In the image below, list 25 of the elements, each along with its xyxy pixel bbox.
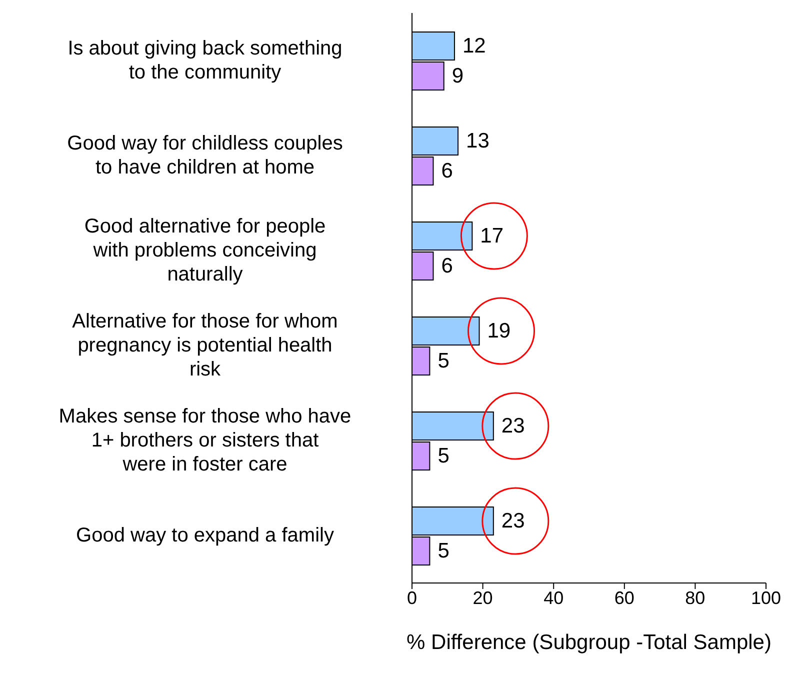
- data-label: 5: [438, 350, 450, 372]
- data-label: 23: [501, 510, 525, 532]
- y-tick-label: Good way to expand a family: [76, 524, 334, 546]
- data-label: 23: [501, 414, 525, 438]
- data-label: 13: [466, 130, 490, 152]
- x-axis-title: % Difference (Subgroup -Total Sample): [406, 631, 772, 654]
- x-tick-label: 60: [614, 588, 634, 608]
- data-label: 6: [441, 254, 453, 278]
- data-label: 5: [438, 540, 450, 562]
- data-label: 5: [438, 444, 450, 468]
- x-tick-label: 20: [472, 588, 493, 608]
- data-label: 12: [462, 34, 486, 58]
- data-label: 17: [480, 224, 504, 248]
- data-label: 19: [487, 320, 511, 342]
- data-label: 6: [441, 160, 453, 182]
- y-tick-label: Good alternative for people with problems conceiving naturally: [84, 216, 326, 286]
- x-tick-label: 40: [544, 588, 564, 608]
- x-tick-label: 100: [750, 588, 782, 608]
- data-label: 9: [452, 64, 464, 88]
- x-tick-label: 80: [685, 588, 706, 608]
- x-tick-label: 0: [406, 588, 418, 608]
- y-tick-label: Alternative for those for whom pregnancy is potential health risk: [72, 310, 338, 380]
- y-tick-label: Makes sense for those who have 1+ brothers or sisters that were in foster care: [58, 406, 352, 476]
- y-tick-label: Is about giving back something to the community: [68, 38, 342, 84]
- y-tick-label: Good way for childless couples to have children at home: [67, 132, 343, 178]
